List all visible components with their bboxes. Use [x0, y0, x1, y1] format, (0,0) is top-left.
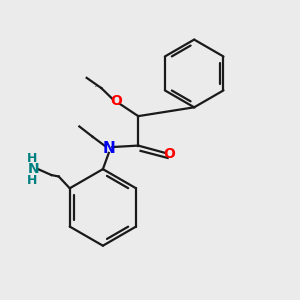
Text: methoxy: methoxy	[95, 86, 102, 87]
Text: O: O	[163, 147, 175, 161]
Text: H: H	[27, 174, 38, 188]
Text: O: O	[110, 94, 122, 108]
Text: N: N	[28, 162, 40, 176]
Text: H: H	[27, 152, 38, 165]
Text: N: N	[102, 141, 115, 156]
